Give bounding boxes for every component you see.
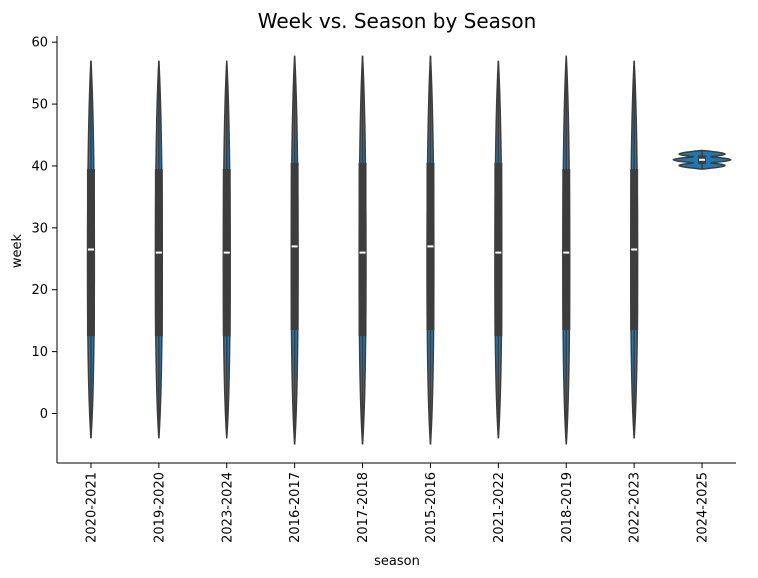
x-axis-label: season: [374, 554, 420, 569]
x-tick-label: 2015-2016: [424, 472, 439, 543]
x-tick-label: 2024-2025: [696, 472, 711, 543]
x-tick-label: 2020-2021: [84, 472, 99, 543]
violin-iqr-box: [86, 169, 95, 337]
violin-2020-2021: [86, 60, 96, 439]
y-axis-label: week: [10, 233, 25, 268]
violin-2017-2018: [358, 55, 367, 445]
y-tick-label: 30: [31, 221, 48, 236]
violin-2016-2017: [290, 55, 299, 445]
y-tick-label: 50: [31, 98, 48, 113]
y-tick-label: 20: [31, 283, 48, 298]
plot-area: [86, 55, 732, 445]
violin-iqr-box: [562, 169, 571, 330]
y-tick-label: 0: [40, 407, 48, 422]
violin-iqr-box: [358, 162, 367, 337]
violin-2024-2025: [672, 149, 732, 170]
violin-2022-2023: [630, 60, 639, 439]
x-tick-label: 2021-2022: [492, 472, 507, 543]
x-axis: 2020-2021 2019-2020 2023-2024 2016-2017 2017…: [57, 462, 736, 543]
x-tick-label: 2016-2017: [288, 472, 303, 543]
violin-2021-2022: [494, 60, 503, 439]
x-tick-label: 2017-2018: [356, 472, 371, 543]
violin-2023-2024: [222, 60, 231, 439]
violin-2019-2020: [154, 60, 163, 439]
x-tick-label: 2019-2020: [152, 472, 167, 543]
y-axis: 0 10 20 30 40 50 60: [31, 36, 58, 463]
violin-2015-2016: [426, 55, 435, 445]
x-tick-label: 2022-2023: [628, 472, 643, 543]
x-tick-label: 2018-2019: [560, 472, 575, 543]
chart-title: Week vs. Season by Season: [258, 9, 537, 33]
y-tick-label: 40: [31, 159, 48, 174]
x-tick-label: 2023-2024: [220, 472, 235, 543]
y-tick-label: 60: [31, 36, 48, 51]
violin-2018-2019: [562, 55, 571, 445]
violin-iqr-box: [494, 162, 503, 337]
y-tick-label: 10: [31, 345, 48, 360]
